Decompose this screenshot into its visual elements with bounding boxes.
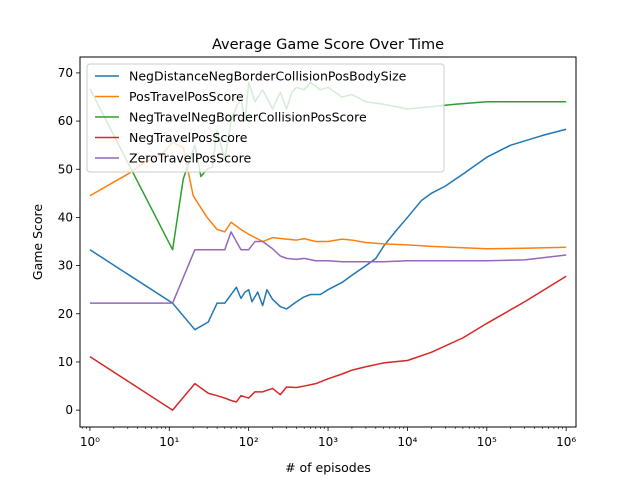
legend-label: NegDistanceNegBorderCollisionPosBodySize — [129, 69, 407, 84]
x-tick-label: 10⁶ — [556, 435, 576, 449]
x-tick-label: 10² — [239, 435, 259, 449]
legend-box — [86, 63, 445, 173]
y-tick-label: 20 — [58, 307, 73, 321]
series-line-5 — [89, 231, 567, 304]
series-line-4 — [89, 275, 567, 411]
legend-label: ZeroTravelPosScore — [129, 151, 251, 166]
legend-label: NegTravelPosScore — [129, 130, 248, 145]
axis-ticks: 0 10 20 30 40 50 60 70 10⁰ 10¹ 10² 10³ 10⁴ 10⁵ 10⁶ — [58, 66, 577, 449]
series-line-1 — [89, 128, 567, 331]
x-axis-label: # of episodes — [285, 460, 371, 475]
x-tick-label: 10⁴ — [397, 435, 417, 449]
chart-title: Average Game Score Over Time — [212, 37, 444, 53]
x-tick-label: 10⁵ — [477, 435, 497, 449]
x-tick-label: 10⁰ — [80, 435, 100, 449]
y-tick-label: 60 — [58, 114, 73, 128]
y-tick-label: 0 — [65, 403, 73, 417]
y-tick-label: 40 — [58, 210, 73, 224]
x-tick-label: 10³ — [318, 435, 338, 449]
y-axis-label: Game Score — [30, 204, 45, 281]
legend-label: NegTravelNegBorderCollisionPosScore — [129, 110, 367, 125]
x-tick-label: 10¹ — [159, 435, 179, 449]
y-tick-label: 30 — [58, 259, 73, 273]
legend: NegDistanceNegBorderCollisionPosBodySize… — [86, 63, 445, 173]
legend-label: PosTravelPosScore — [129, 89, 244, 104]
y-tick-label: 10 — [58, 355, 73, 369]
y-tick-label: 50 — [58, 162, 73, 176]
y-tick-label: 70 — [58, 66, 73, 80]
